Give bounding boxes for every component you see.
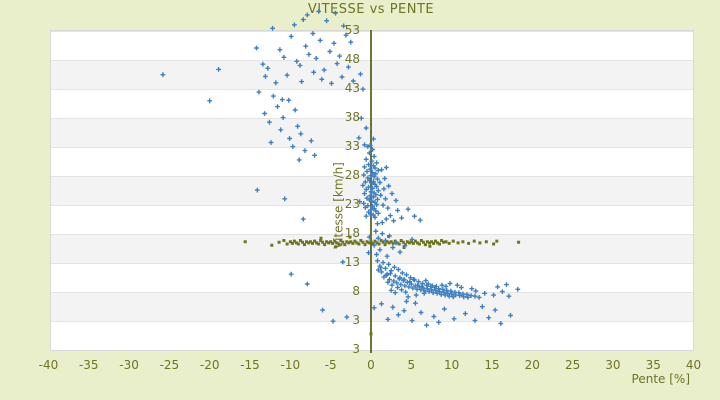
x-tick-label: 20 [524,358,540,372]
plot-band [51,263,693,292]
plot-band [51,60,693,89]
flat-series-points [243,235,521,336]
x-tick-label: 5 [407,358,416,372]
x-tick-label: -5 [324,358,337,372]
y-tick-label: 18 [344,226,360,240]
x-tick-label: -20 [199,358,220,372]
y-tick-label: 8 [352,284,360,298]
x-tick-label: 0 [367,358,375,372]
plot-band [51,89,693,118]
y-tick-label: 38 [344,110,360,124]
plot-band [51,234,693,263]
vitesse-series-points [160,9,521,328]
x-tick-label: -40 [38,358,59,372]
x-tick-label: -35 [78,358,99,372]
y-tick-label: 3 [352,313,360,327]
y-tick-label: 28 [344,168,360,182]
plot-band [51,292,693,321]
x-tick-label: -25 [159,358,180,372]
plot-band [51,321,693,350]
y-tick-label: 23 [344,197,360,211]
x-tick-label: 35 [645,358,661,372]
x-tick-label: -15 [240,358,260,372]
x-tick-label: 30 [605,358,621,372]
x-tick-label: 25 [564,358,581,372]
chart-title: VITESSE vs PENTE [307,2,435,17]
scatter-layer [160,9,521,353]
y-tick-label: 3 [352,342,360,356]
plot-band [51,31,693,60]
x-axis-title: Pente [%] [631,372,690,386]
y-tick-label: 13 [344,255,360,269]
x-tick-label: -30 [119,358,139,372]
y-tick-label: 48 [344,52,360,66]
y-tick-label: 53 [344,23,360,37]
x-tick-label: 10 [443,358,460,372]
y-tick-label: 43 [344,81,360,95]
x-tick-label: 40 [685,358,702,372]
x-tick-label: 15 [484,358,500,372]
plot-band [51,118,693,147]
x-tick-label: -10 [280,358,301,372]
y-tick-label: 33 [344,139,360,153]
